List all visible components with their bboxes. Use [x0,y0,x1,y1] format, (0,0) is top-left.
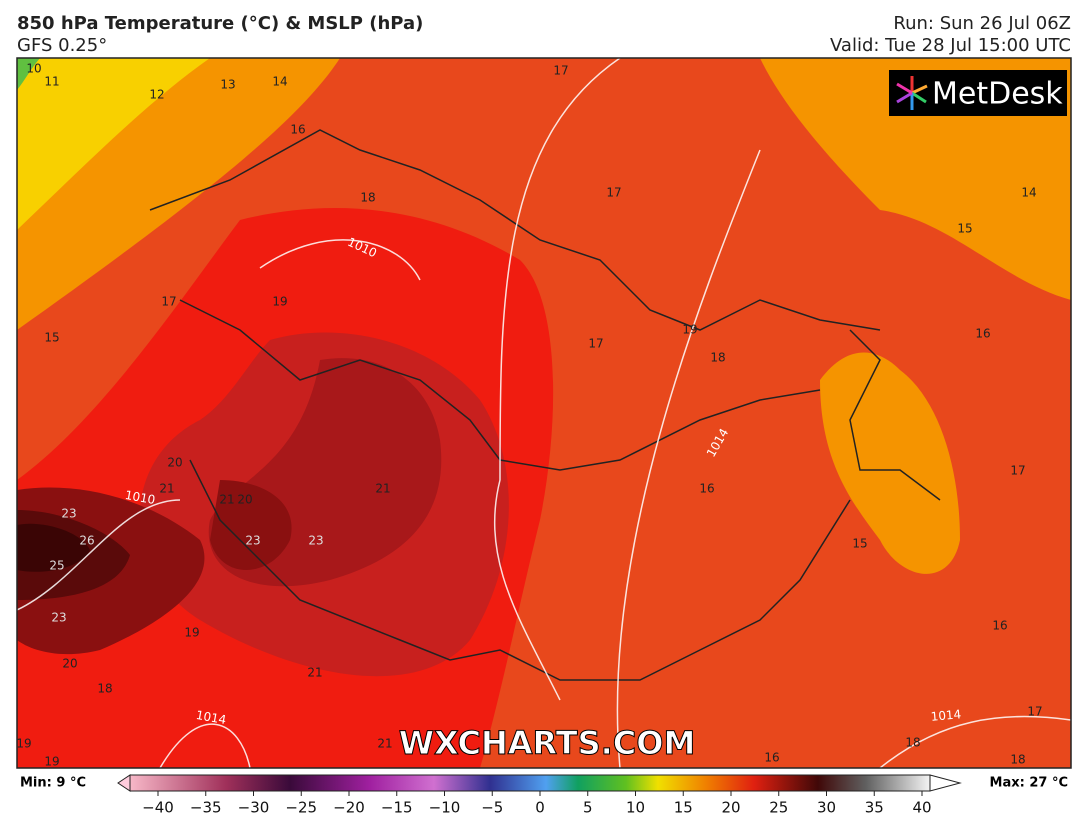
colorbar-tick-label: 30 [817,799,836,817]
temperature-label: 16 [992,619,1007,633]
temperature-label: 21 [307,666,322,680]
colorbar-tick-label: 15 [674,799,693,817]
temperature-label: 17 [588,337,603,351]
colorbar-max-arrow [929,774,962,792]
temperature-label: 21 [159,482,174,496]
colorbar-tick-label: 35 [865,799,884,817]
colorbar-tick-label: −5 [481,799,503,817]
logo-icon [896,76,928,110]
temperature-label: 16 [975,327,990,341]
pressure-label: 1010 [124,488,157,507]
temperature-label: 20 [237,493,252,507]
temperature-label: 17 [553,64,568,78]
temperature-label: 23 [308,534,323,548]
temperature-label: 18 [1010,753,1025,767]
temperature-label: 14 [1021,186,1036,200]
colorbar-tick-label: 0 [535,799,545,817]
temperature-label: 26 [79,534,94,548]
temperature-label: 12 [149,88,164,102]
pressure-label: 1014 [930,707,962,724]
valid: Valid: Tue 28 Jul 15:00 UTC [830,35,1071,56]
temperature-label: 19 [682,323,697,337]
colorbar-tick-label: −40 [142,799,174,817]
colorbar-tick-label: 20 [721,799,740,817]
temperature-label: 16 [699,482,714,496]
run: Run: Sun 26 Jul 06Z [893,13,1071,34]
temperature-label: 21 [377,737,392,751]
temperature-label: 19 [184,626,199,640]
temperature-label: 17 [1010,464,1025,478]
colorbar-tick-label: 40 [912,799,931,817]
temperature-label: 18 [97,682,112,696]
colorbar-min: Min: 9 °C [20,776,86,791]
temperature-label: 19 [272,295,287,309]
temperature-label: 25 [49,559,64,573]
colorbar-min-arrow [117,774,131,792]
watermark: WXCHARTS.COM [399,724,696,762]
colorbar-tick-label: 5 [583,799,593,817]
temperature-label: 15 [852,537,867,551]
temperature-label: 20 [167,456,182,470]
temperature-label: 19 [44,755,59,769]
colorbar-tick-label: −20 [333,799,365,817]
temperature-label: 14 [272,75,287,89]
temperature-label: 16 [764,751,779,765]
colorbar-tick-label: −15 [381,799,413,817]
temperature-label: 18 [710,351,725,365]
temperature-label: 19 [16,737,31,751]
colorbar-tick-label: −30 [238,799,270,817]
temperature-label: 15 [957,222,972,236]
temperature-label: 20 [62,657,77,671]
colorbar-max: Max: 27 °C [990,776,1068,791]
logo: MetDesk [932,77,1063,112]
colorbar-tick-label: −10 [429,799,461,817]
colorbar-tick-label: −25 [285,799,317,817]
title: 850 hPa Temperature (°C) & MSLP (hPa) [17,13,423,34]
temperature-label: 23 [61,507,76,521]
temperature-label: 10 [26,62,41,76]
temperature-label: 17 [606,186,621,200]
map [17,58,1071,768]
map-frame [16,57,1072,769]
temperature-label: 13 [220,78,235,92]
colorbar [129,774,931,792]
model: GFS 0.25° [17,35,107,56]
temperature-label: 16 [290,123,305,137]
temperature-label: 17 [161,295,176,309]
temperature-label: 21 [375,482,390,496]
colorbar-tick-label: 25 [769,799,788,817]
logo-box [889,70,1067,116]
colorbar-tick-label: 10 [626,799,645,817]
temperature-label: 23 [51,611,66,625]
temperature-label: 18 [905,736,920,750]
temperature-label: 23 [245,534,260,548]
pressure-label: 1014 [195,708,228,727]
colorbar-tick-label: −35 [190,799,222,817]
temperature-label: 11 [44,75,59,89]
temperature-label: 18 [360,191,375,205]
temperature-label: 15 [44,331,59,345]
temperature-label: 17 [1027,705,1042,719]
temperature-label: 21 [219,493,234,507]
